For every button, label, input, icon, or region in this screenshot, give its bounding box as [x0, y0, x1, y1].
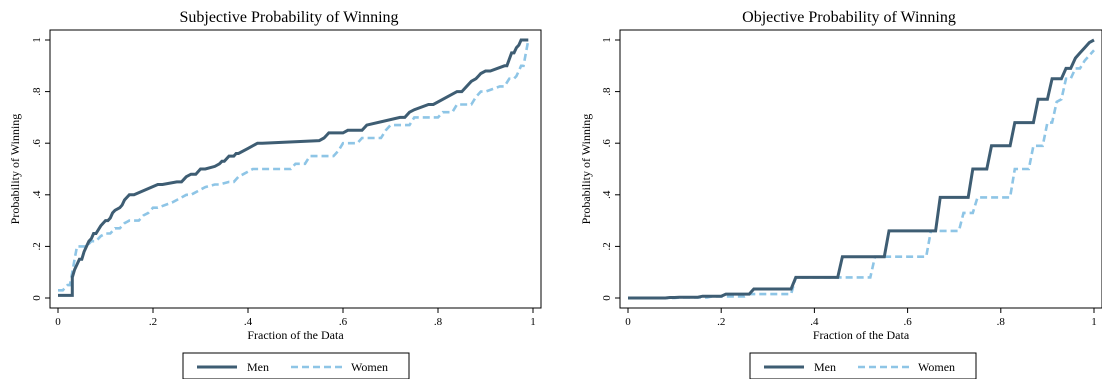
y-tick-label: .4: [31, 190, 43, 199]
legend: Men Women: [749, 352, 977, 379]
x-tick-label: .6: [903, 316, 912, 328]
legend-box: [182, 352, 410, 379]
y-tick-label: 0: [31, 295, 43, 301]
y-tick-label: 1: [31, 37, 43, 43]
x-tick-label: 0: [55, 316, 61, 328]
x-tick-label: 1: [1091, 316, 1097, 328]
legend-label-women: Women: [918, 360, 955, 374]
x-tick-label: .8: [434, 316, 443, 328]
plot-frame: [49, 29, 542, 309]
plot-frame: [619, 29, 1102, 309]
legend-label-men: Men: [814, 360, 836, 374]
series-line-women: [628, 49, 1095, 300]
x-tick-label: .4: [244, 316, 253, 328]
x-tick-label: 1: [530, 316, 536, 328]
legend-box: [749, 352, 977, 379]
chart-panel-1: Subjective Probability of Winning 0 .2 .4 .6…: [8, 9, 542, 379]
legend: Men Women: [182, 352, 410, 379]
chart-title: Objective Probability of Winning: [742, 9, 956, 26]
chart-title: Subjective Probability of Winning: [179, 9, 398, 26]
y-tick-label: 0: [601, 295, 613, 301]
chart-panel-2: Objective Probability of Winning 0 .2 .4 .6.…: [579, 9, 1102, 379]
x-tick-label: .2: [149, 316, 157, 328]
y-axis-label: Probability of Winning: [579, 114, 593, 225]
y-tick-label: .2: [31, 242, 43, 250]
y-axis-label: Probability of Winning: [8, 114, 22, 225]
x-tick-label: 0: [625, 316, 631, 328]
x-tick-label: .4: [810, 316, 819, 328]
legend-label-men: Men: [247, 360, 269, 374]
x-tick-label: .8: [997, 316, 1006, 328]
y-tick-label: .6: [31, 139, 43, 148]
x-axis-label: Fraction of the Data: [813, 328, 910, 342]
y-tick-label: .8: [601, 87, 613, 96]
series-line-men: [58, 38, 529, 297]
y-tick-label: .2: [601, 242, 613, 250]
y-tick-label: .6: [601, 139, 613, 148]
y-tick-label: 1: [601, 37, 613, 43]
legend-label-women: Women: [351, 360, 388, 374]
series-line-women: [58, 39, 530, 292]
series-line-men: [628, 38, 1095, 300]
x-tick-label: .6: [339, 316, 348, 328]
y-tick-label: .4: [601, 190, 613, 199]
x-axis-label: Fraction of the Data: [247, 328, 344, 342]
y-tick-label: .8: [31, 87, 43, 96]
x-tick-label: .2: [717, 316, 725, 328]
